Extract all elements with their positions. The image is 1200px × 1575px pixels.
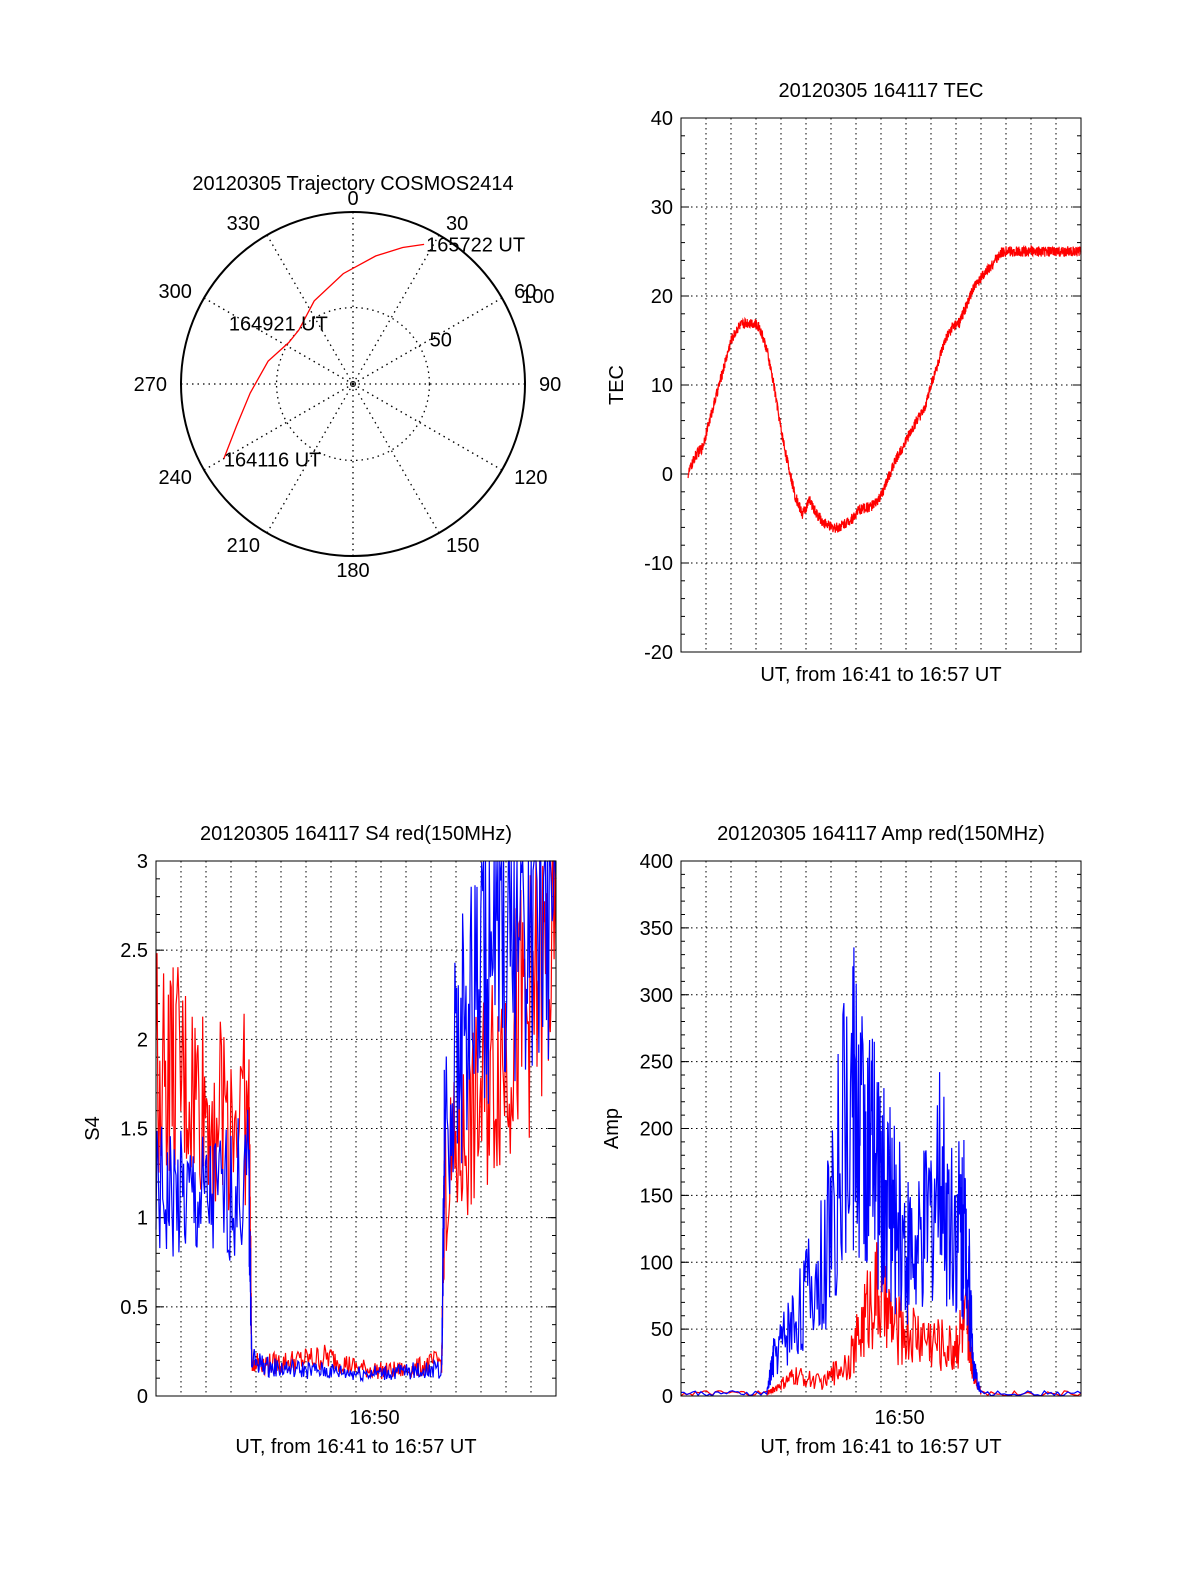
plot-frame: [680, 860, 1082, 1397]
y-tick-label: 2: [137, 1029, 148, 1051]
y-tick-label: 1.5: [120, 1119, 148, 1141]
y-tick-label: 50: [651, 1319, 673, 1341]
y-tick-label: 0: [662, 464, 673, 486]
elevation-ring: [275, 306, 431, 462]
s4-title: 20120305 164117 S4 red(150MHz): [200, 823, 512, 845]
azimuth-spoke: [266, 383, 354, 534]
azimuth-spoke: [352, 383, 440, 534]
azimuth-spoke: [352, 383, 503, 471]
amp-series-red: [680, 1242, 1082, 1397]
y-axis-label: TEC: [606, 365, 628, 405]
amp-series-blue: [681, 947, 1082, 1397]
tec-panel: 20120305 164117 TEC 40 30 20 10 0 -10 -20 UT, fr…: [606, 80, 1082, 686]
amp-panel: 20120305 164117 Amp red(150MHz) 400 350 300…: [601, 823, 1082, 1458]
y-tick-label: 40: [651, 108, 673, 130]
azimuth-label: 180: [336, 560, 369, 582]
plot-frame: [155, 860, 557, 1397]
azimuth-label: 0: [347, 188, 358, 210]
y-tick-label: 250: [640, 1052, 673, 1074]
azimuth-spoke: [203, 297, 354, 385]
zenith-point: [350, 381, 356, 387]
polar-trajectory: [223, 243, 425, 459]
x-axis-label: UT, from 16:41 to 16:57 UT: [235, 1436, 476, 1458]
azimuth-label: 150: [446, 535, 479, 557]
y-tick-label: -20: [644, 642, 673, 664]
y-tick-label: 3: [137, 851, 148, 873]
azimuth-spoke: [203, 383, 354, 471]
y-tick-label: 2.5: [120, 940, 148, 962]
y-tick-label: -10: [644, 553, 673, 575]
ring-label: 50: [430, 329, 452, 351]
azimuth-label: 210: [227, 535, 260, 557]
y-tick-label: 1: [137, 1208, 148, 1230]
x-tick-label: 16:50: [875, 1407, 925, 1429]
azimuth-label: 330: [227, 213, 260, 235]
y-tick-label: 30: [651, 197, 673, 219]
plot-frame: [680, 117, 1082, 653]
azimuth-label: 60: [514, 281, 536, 303]
y-tick-label: 300: [640, 985, 673, 1007]
trajectory-annotation: 165722 UT: [426, 234, 525, 256]
y-axis-label: S4: [82, 1116, 104, 1140]
y-tick-label: 0: [137, 1386, 148, 1408]
trajectory-line: [223, 243, 425, 459]
y-tick-label: 150: [640, 1185, 673, 1207]
x-axis-label: UT, from 16:41 to 16:57 UT: [760, 1436, 1001, 1458]
s4-series-blue: [155, 860, 557, 1383]
y-tick-label: 0: [662, 1386, 673, 1408]
s4-series-red: [155, 860, 557, 1380]
azimuth-spoke: [352, 234, 440, 385]
trajectory-annotation: 164921 UT: [229, 313, 328, 335]
amp-title: 20120305 164117 Amp red(150MHz): [717, 823, 1045, 845]
tec-series-TEC: [687, 243, 1082, 533]
y-tick-label: 400: [640, 851, 673, 873]
tec-title: 20120305 164117 TEC: [779, 80, 984, 102]
y-axis-label: Amp: [601, 1108, 623, 1149]
s4-panel: 20120305 164117 S4 red(150MHz) 3 2.5 2 1.5 1 0…: [82, 823, 557, 1458]
polar-grid: [180, 211, 526, 557]
y-tick-label: 10: [651, 375, 673, 397]
polar-title: 20120305 Trajectory COSMOS2414: [192, 173, 513, 195]
azimuth-label: 270: [134, 374, 167, 396]
ring-label: 100: [521, 286, 554, 308]
x-tick-label: 16:50: [350, 1407, 400, 1429]
y-tick-label: 20: [651, 286, 673, 308]
y-tick-label: 0.5: [120, 1297, 148, 1319]
azimuth-spoke: [352, 297, 503, 385]
azimuth-label: 90: [539, 374, 561, 396]
azimuth-label: 240: [159, 467, 192, 489]
trajectory-annotation: 164116 UT: [224, 450, 321, 472]
azimuth-label: 30: [446, 213, 468, 235]
azimuth-label: 300: [159, 281, 192, 303]
polar-azimuth-labels: 0 30 60 90 120 150 180 210 240 270 300 330 50 100: [134, 188, 562, 582]
azimuth-spoke: [266, 234, 354, 385]
azimuth-label: 120: [514, 467, 547, 489]
polar-panel: 20120305 Trajectory COSMOS2414 0 30 60 90 12…: [134, 173, 562, 582]
y-tick-label: 200: [640, 1119, 673, 1141]
polar-annotations: 164116 UT 164921 UT 165722 UT: [224, 234, 525, 471]
x-axis-label: UT, from 16:41 to 16:57 UT: [760, 664, 1001, 686]
y-tick-label: 100: [640, 1252, 673, 1274]
y-tick-label: 350: [640, 918, 673, 940]
